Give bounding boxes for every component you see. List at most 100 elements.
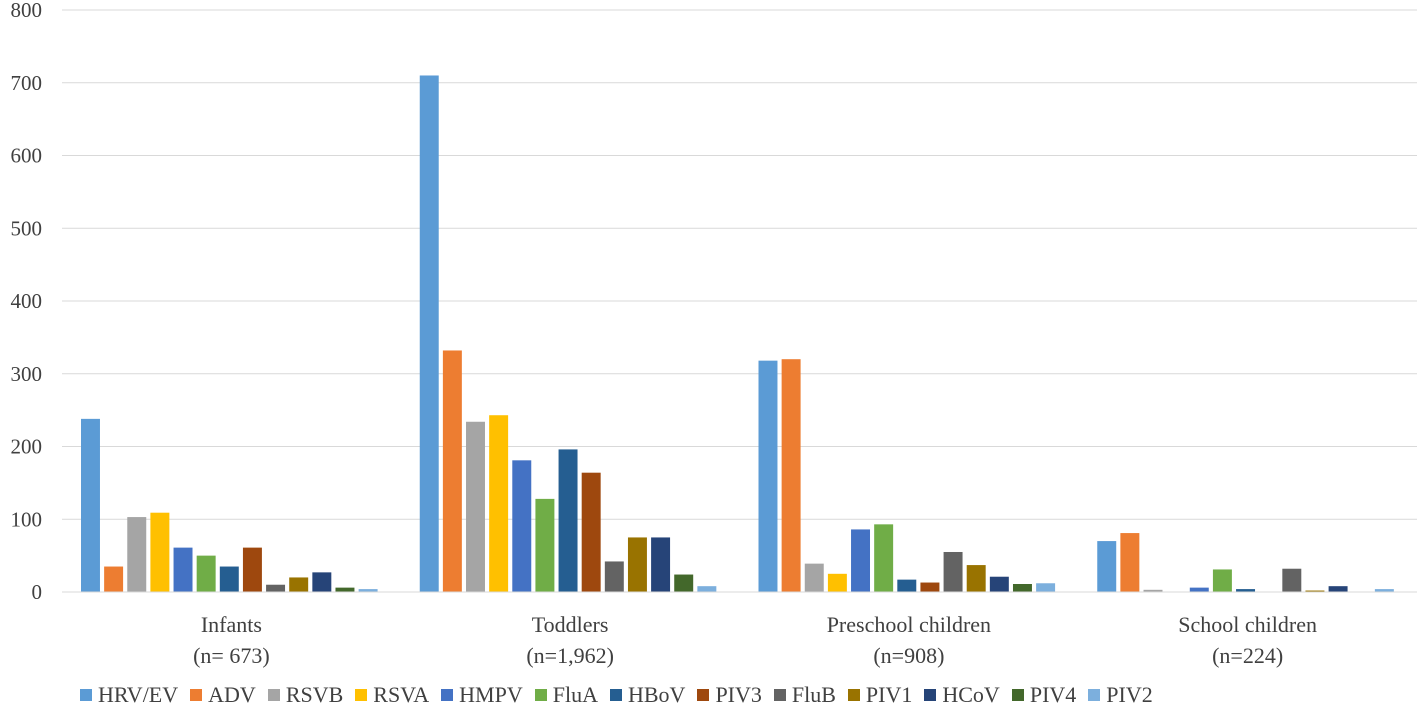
legend-item: FluB <box>773 682 836 708</box>
legend-swatch <box>609 689 622 701</box>
bar-piv4-2 <box>1012 584 1032 592</box>
y-tick-label: 400 <box>11 289 43 313</box>
legend-label: HBoV <box>627 682 686 707</box>
bar-hrv-ev-2 <box>758 360 778 592</box>
legend-label: RSVB <box>285 682 344 707</box>
bar-hrv-ev-0 <box>81 418 100 592</box>
legend-swatch <box>441 689 454 701</box>
legend-swatch <box>355 689 368 701</box>
category-label: Infants <box>201 612 262 637</box>
bar-piv1-1 <box>627 537 647 592</box>
bar-piv1-3 <box>1305 590 1325 592</box>
bar-hbov-2 <box>897 579 917 592</box>
bar-rsvb-1 <box>466 421 485 592</box>
legend-item: ADV <box>190 682 256 708</box>
y-tick-label: 100 <box>11 507 43 531</box>
legend-label: PIV2 <box>1106 682 1153 707</box>
bar-flua-0 <box>196 555 216 593</box>
legend-item: PIV2 <box>1088 682 1153 708</box>
legend-item: HRV/EV <box>80 682 178 708</box>
bar-hrv-ev-3 <box>1097 541 1117 592</box>
bar-piv2-2 <box>1036 583 1056 592</box>
bar-hmpv-3 <box>1189 587 1209 592</box>
bar-piv4-0 <box>335 587 355 592</box>
legend-label: HMPV <box>459 682 523 707</box>
legend-label: PIV4 <box>1029 682 1077 707</box>
category-count-label: (n=224) <box>1212 643 1283 668</box>
legend-swatch <box>1088 689 1101 701</box>
legend: HRV/EV ADV RSVB RSVA HMPV FluA HBoV PIV3 FluB PIV… <box>80 682 1165 708</box>
bar-hcov-0 <box>312 572 332 592</box>
category-label: Toddlers <box>532 612 609 637</box>
bar-piv4-1 <box>674 574 694 592</box>
bar-rsva-0 <box>150 512 170 592</box>
legend-swatch <box>847 689 860 701</box>
legend-swatch <box>924 689 937 701</box>
legend-item: FluA <box>534 682 598 708</box>
bar-flub-2 <box>943 551 963 592</box>
legend-item: HBoV <box>609 682 686 708</box>
bar-hmpv-1 <box>512 460 532 592</box>
y-tick-label: 600 <box>11 144 43 168</box>
legend-swatch <box>773 689 786 701</box>
legend-label: HRV/EV <box>98 682 179 707</box>
bar-hmpv-0 <box>173 547 193 592</box>
legend-item: RSVB <box>267 682 344 708</box>
bar-piv3-0 <box>242 547 262 592</box>
bar-rsvb-2 <box>804 563 824 592</box>
bar-hbov-3 <box>1236 589 1256 592</box>
category-labels: Infants (n= 673) Toddlers (n=1,962) Preschoo… <box>193 612 1317 668</box>
bar-hcov-2 <box>989 576 1009 592</box>
legend-item: PIV1 <box>847 682 913 708</box>
bar-adv-0 <box>104 566 124 592</box>
bar-rsva-1 <box>489 415 509 592</box>
legend-swatch <box>190 689 203 701</box>
legend-label: RSVA <box>373 682 430 707</box>
legend-label: PIV1 <box>865 682 913 707</box>
y-tick-label: 300 <box>11 362 43 386</box>
y-tick-label: 0 <box>32 580 43 604</box>
bar-hcov-3 <box>1328 586 1348 592</box>
legend-swatch <box>1011 689 1024 701</box>
y-tick-label: 800 <box>11 0 43 22</box>
legend-label: ADV <box>208 682 256 707</box>
bar-piv2-3 <box>1374 589 1394 592</box>
bar-hcov-1 <box>651 537 671 592</box>
bar-adv-1 <box>442 350 462 592</box>
category-count-label: (n= 673) <box>193 643 270 668</box>
bar-hbov-0 <box>219 566 239 592</box>
category-label: Preschool children <box>827 612 991 637</box>
bar-piv2-0 <box>358 589 378 592</box>
y-tick-label: 200 <box>11 435 43 459</box>
grid-lines <box>62 9 1417 520</box>
bar-flub-3 <box>1282 568 1302 592</box>
bar-flua-1 <box>535 498 555 592</box>
category-label: School children <box>1178 612 1317 637</box>
legend-swatch <box>267 689 280 701</box>
legend-label: FluA <box>552 682 598 707</box>
bar-flua-3 <box>1212 569 1232 592</box>
legend-swatch <box>80 689 92 701</box>
bar-piv1-2 <box>966 565 986 592</box>
bar-flub-0 <box>266 584 286 592</box>
legend-item: RSVA <box>355 682 429 708</box>
category-count-label: (n=1,962) <box>526 643 614 668</box>
bar-rsvb-0 <box>127 517 147 592</box>
legend-item: HCoV <box>924 682 1000 708</box>
bar-adv-3 <box>1120 533 1140 592</box>
bar-rsvb-3 <box>1143 589 1163 592</box>
legend-label: PIV3 <box>715 682 762 707</box>
bar-piv1-0 <box>289 577 309 592</box>
legend-item: PIV4 <box>1011 682 1077 708</box>
y-axis-ticks: 0 100 200 300 400 500 600 700 800 <box>11 0 43 604</box>
bar-piv3-2 <box>920 582 940 592</box>
category-count-label: (n=908) <box>873 643 944 668</box>
legend-item: PIV3 <box>697 682 762 708</box>
y-tick-label: 500 <box>11 216 43 240</box>
bar-flua-2 <box>874 524 894 592</box>
legend-item: HMPV <box>441 682 523 708</box>
legend-swatch <box>697 689 710 701</box>
y-tick-label: 700 <box>11 71 43 95</box>
bars <box>81 75 1394 593</box>
